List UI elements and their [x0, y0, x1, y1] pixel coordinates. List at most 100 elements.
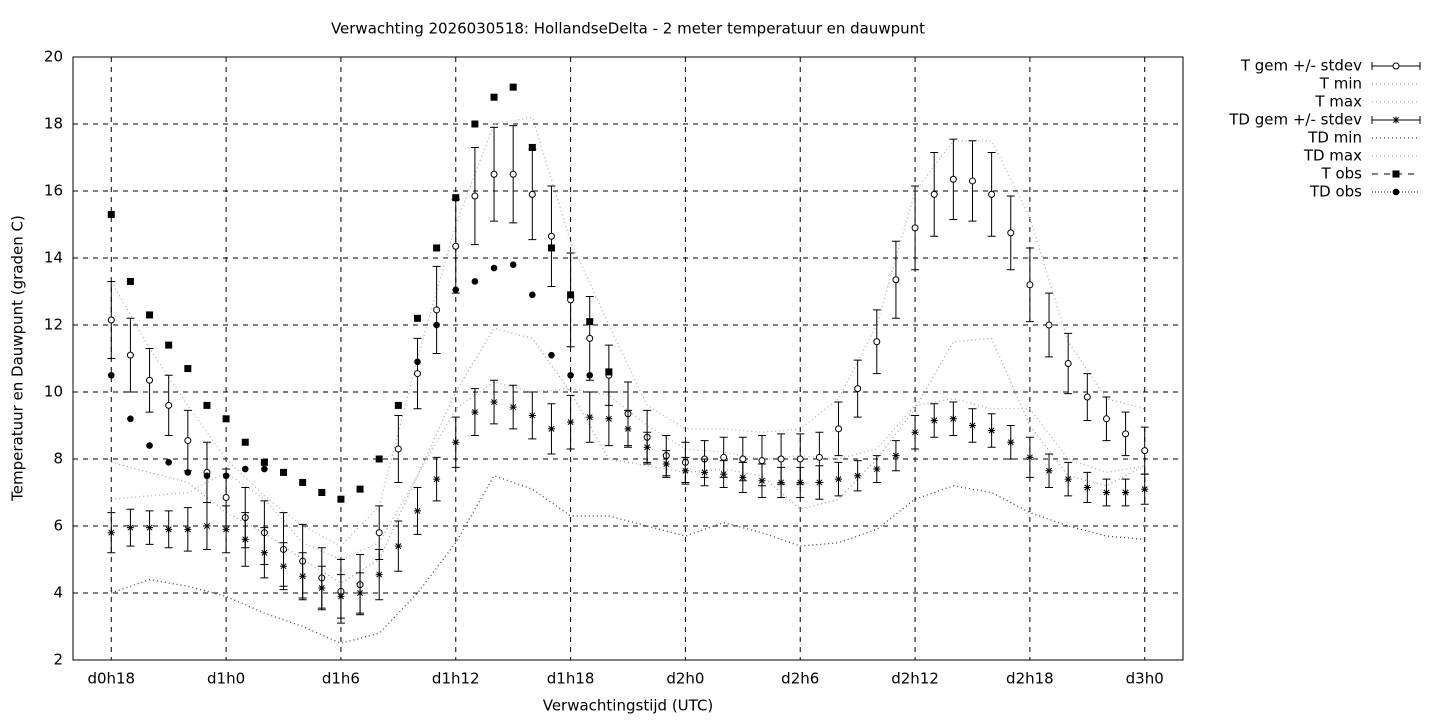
x-tick-label: d1h6	[322, 670, 360, 688]
marker	[433, 306, 441, 314]
marker	[203, 401, 211, 409]
marker	[643, 443, 651, 451]
y-tick-label: 20	[44, 48, 63, 66]
chart-title: Verwachting 2026030518: HollandseDelta -…	[331, 20, 925, 38]
marker	[509, 403, 517, 411]
marker	[1064, 360, 1072, 368]
marker	[547, 232, 555, 240]
marker	[815, 453, 823, 461]
marker	[1083, 483, 1091, 491]
legend-label: T gem +/- stdev	[1240, 57, 1362, 75]
marker	[796, 478, 804, 486]
legend-label: T obs	[1321, 165, 1363, 183]
marker	[892, 452, 900, 460]
marker	[586, 334, 594, 342]
marker	[184, 525, 192, 533]
marker	[1045, 321, 1053, 329]
legend-label: T max	[1314, 93, 1362, 111]
marker	[1141, 447, 1149, 455]
marker	[854, 472, 862, 480]
marker	[433, 244, 441, 252]
marker	[815, 478, 823, 486]
x-axis-label: Verwachtingstijd (UTC)	[543, 697, 714, 715]
x-tick-label: d2h6	[781, 670, 819, 688]
marker	[873, 338, 881, 346]
x-tick-label: d3h0	[1126, 670, 1164, 688]
marker	[146, 442, 153, 449]
marker	[433, 321, 440, 329]
marker	[126, 524, 134, 532]
marker	[1392, 188, 1400, 196]
marker	[509, 261, 517, 269]
marker	[222, 415, 230, 423]
range-line	[111, 327, 1146, 584]
marker	[490, 398, 498, 406]
marker	[624, 425, 632, 433]
marker	[586, 318, 594, 326]
marker	[911, 224, 919, 232]
y-tick-label: 16	[44, 182, 63, 200]
marker	[777, 455, 785, 463]
marker	[165, 341, 173, 349]
marker	[681, 467, 689, 475]
marker	[241, 465, 249, 473]
marker	[413, 507, 421, 515]
marker	[777, 478, 785, 486]
marker	[547, 244, 555, 252]
marker	[471, 278, 479, 285]
marker	[107, 210, 115, 218]
marker	[260, 458, 268, 466]
marker	[241, 535, 249, 543]
marker	[1026, 453, 1034, 461]
marker	[394, 542, 402, 550]
marker	[184, 469, 192, 476]
marker	[299, 478, 307, 486]
y-axis-label: Temperatuur en Dauwpunt (graden C)	[9, 215, 27, 502]
marker	[1045, 467, 1053, 475]
legend-label: TD max	[1303, 147, 1362, 165]
marker	[720, 453, 728, 461]
x-tick-label: d2h12	[891, 670, 939, 688]
marker	[1392, 116, 1400, 124]
marker	[949, 175, 957, 183]
marker	[490, 264, 498, 272]
y-tick-label: 6	[53, 517, 63, 535]
marker	[835, 425, 843, 433]
y-tick-label: 14	[44, 249, 63, 267]
marker	[184, 365, 192, 373]
marker	[1122, 430, 1130, 438]
marker	[720, 470, 728, 478]
y-tick-label: 2	[53, 651, 63, 669]
marker	[835, 475, 843, 483]
marker	[528, 143, 536, 151]
marker	[1102, 415, 1110, 423]
marker	[758, 457, 766, 465]
marker	[146, 524, 154, 532]
marker	[930, 190, 938, 198]
marker	[1392, 170, 1400, 178]
marker	[165, 459, 172, 466]
legend-label: T min	[1319, 75, 1362, 93]
plot-border	[72, 56, 1184, 661]
marker	[299, 572, 307, 580]
marker	[260, 549, 268, 557]
marker	[988, 427, 996, 435]
marker	[968, 422, 976, 429]
marker	[949, 415, 957, 423]
marker	[126, 277, 134, 285]
legend-label: TD obs	[1309, 183, 1362, 201]
marker	[739, 473, 747, 481]
marker	[337, 592, 345, 600]
marker	[490, 93, 498, 101]
marker	[586, 371, 594, 379]
marker	[1102, 489, 1110, 496]
marker	[241, 438, 249, 446]
marker	[280, 468, 288, 476]
marker	[356, 589, 364, 597]
marker	[394, 401, 402, 409]
x-tick-label: d0h18	[87, 670, 135, 688]
marker	[203, 522, 211, 530]
marker	[528, 190, 536, 198]
marker	[318, 489, 326, 496]
